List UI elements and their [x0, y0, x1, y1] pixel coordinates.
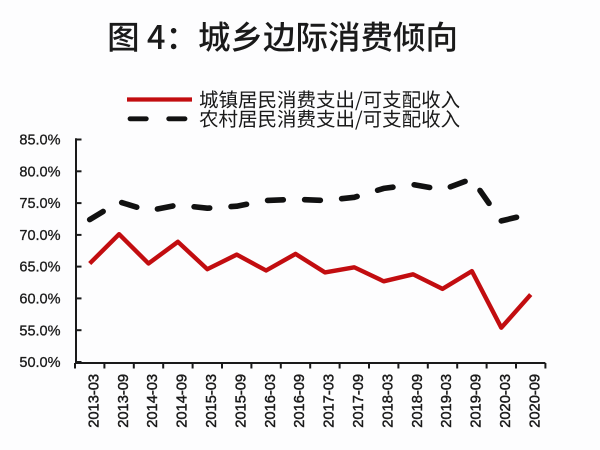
- svg-text:2017-09: 2017-09: [351, 374, 367, 428]
- svg-text:75.0%: 75.0%: [19, 196, 60, 212]
- svg-text:60.0%: 60.0%: [19, 292, 60, 308]
- svg-text:2018-03: 2018-03: [380, 374, 396, 428]
- svg-text:2014-09: 2014-09: [175, 374, 191, 428]
- svg-text:2020-09: 2020-09: [528, 374, 544, 428]
- svg-text:50.0%: 50.0%: [19, 355, 60, 371]
- svg-text:2019-03: 2019-03: [439, 374, 455, 428]
- svg-text:2016-09: 2016-09: [292, 374, 308, 428]
- svg-text:2015-03: 2015-03: [204, 374, 220, 428]
- svg-text:85.0%: 85.0%: [19, 133, 60, 149]
- svg-text:2013-09: 2013-09: [116, 374, 132, 428]
- svg-text:2018-09: 2018-09: [410, 374, 426, 428]
- svg-text:2014-03: 2014-03: [145, 374, 161, 428]
- svg-text:55.0%: 55.0%: [19, 323, 60, 339]
- svg-text:2015-09: 2015-09: [233, 374, 249, 428]
- svg-text:70.0%: 70.0%: [19, 228, 60, 244]
- svg-text:2020-03: 2020-03: [498, 374, 514, 428]
- svg-text:65.0%: 65.0%: [19, 260, 60, 276]
- svg-text:2017-03: 2017-03: [322, 374, 338, 428]
- svg-text:2019-09: 2019-09: [469, 374, 485, 428]
- svg-text:2016-03: 2016-03: [263, 374, 279, 428]
- svg-text:2013-03: 2013-03: [87, 374, 103, 428]
- svg-text:80.0%: 80.0%: [19, 164, 60, 180]
